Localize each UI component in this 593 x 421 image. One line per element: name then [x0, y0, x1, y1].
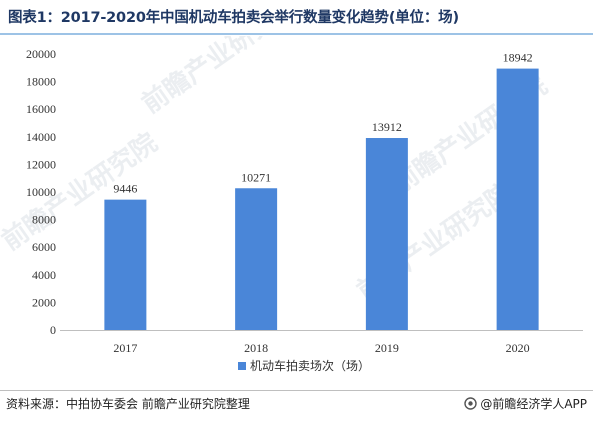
x-tick-label: 2020: [506, 341, 530, 355]
y-tick-label: 12000: [26, 157, 56, 171]
brand-label: @前瞻经济学人APP: [480, 397, 587, 411]
y-tick-label: 2000: [32, 295, 56, 309]
x-tick-label: 2019: [375, 341, 399, 355]
data-label: 9446: [113, 182, 137, 196]
footer: 资料来源：中拍协车委会 前瞻产业研究院整理 @前瞻经济学人APP: [0, 392, 593, 414]
legend-label: 机动车拍卖场次（场）: [250, 358, 370, 373]
legend-swatch: [238, 362, 246, 370]
bar-series: 9446 10271 13912 18942: [104, 51, 539, 330]
y-tick-label: 20000: [26, 47, 56, 61]
x-tick-label: 2017: [113, 341, 137, 355]
y-axis: 0 2000 4000 6000 8000 10000 12000 14000 16000 180…: [26, 47, 56, 337]
source-note: 资料来源：中拍协车委会 前瞻产业研究院整理: [6, 397, 250, 411]
y-tick-label: 8000: [32, 213, 56, 227]
data-label: 13912: [372, 120, 402, 134]
data-label: 10271: [241, 170, 271, 184]
data-label: 18942: [503, 51, 533, 65]
y-tick-label: 6000: [32, 240, 56, 254]
bar: [235, 188, 278, 330]
footer-divider: [0, 390, 593, 391]
x-tick-label: 2018: [244, 341, 268, 355]
chart-title: 图表1：2017-2020年中国机动车拍卖会举行数量变化趋势(单位：场): [8, 10, 459, 26]
y-tick-label: 10000: [26, 185, 56, 199]
y-tick-label: 0: [50, 323, 56, 337]
legend: 机动车拍卖场次（场）: [238, 358, 370, 373]
circle-logo-icon: [464, 397, 478, 410]
chart-area: 前瞻产业研究院 前瞻产业研究院 前瞻产业研究院 前瞻产业研究院 0 2000 4000 60…: [0, 0, 593, 390]
bar: [365, 138, 408, 330]
title-divider: [0, 33, 593, 35]
y-tick-label: 18000: [26, 75, 56, 89]
brand-credit: @前瞻经济学人APP: [464, 395, 587, 412]
y-tick-label: 16000: [26, 102, 56, 116]
watermark-text: 前瞻产业研究院: [136, 36, 303, 120]
y-tick-label: 4000: [32, 268, 56, 282]
y-tick-label: 14000: [26, 130, 56, 144]
bar: [104, 199, 147, 330]
bar: [496, 68, 539, 330]
x-axis: 2017 2018 2019 2020: [60, 330, 583, 355]
